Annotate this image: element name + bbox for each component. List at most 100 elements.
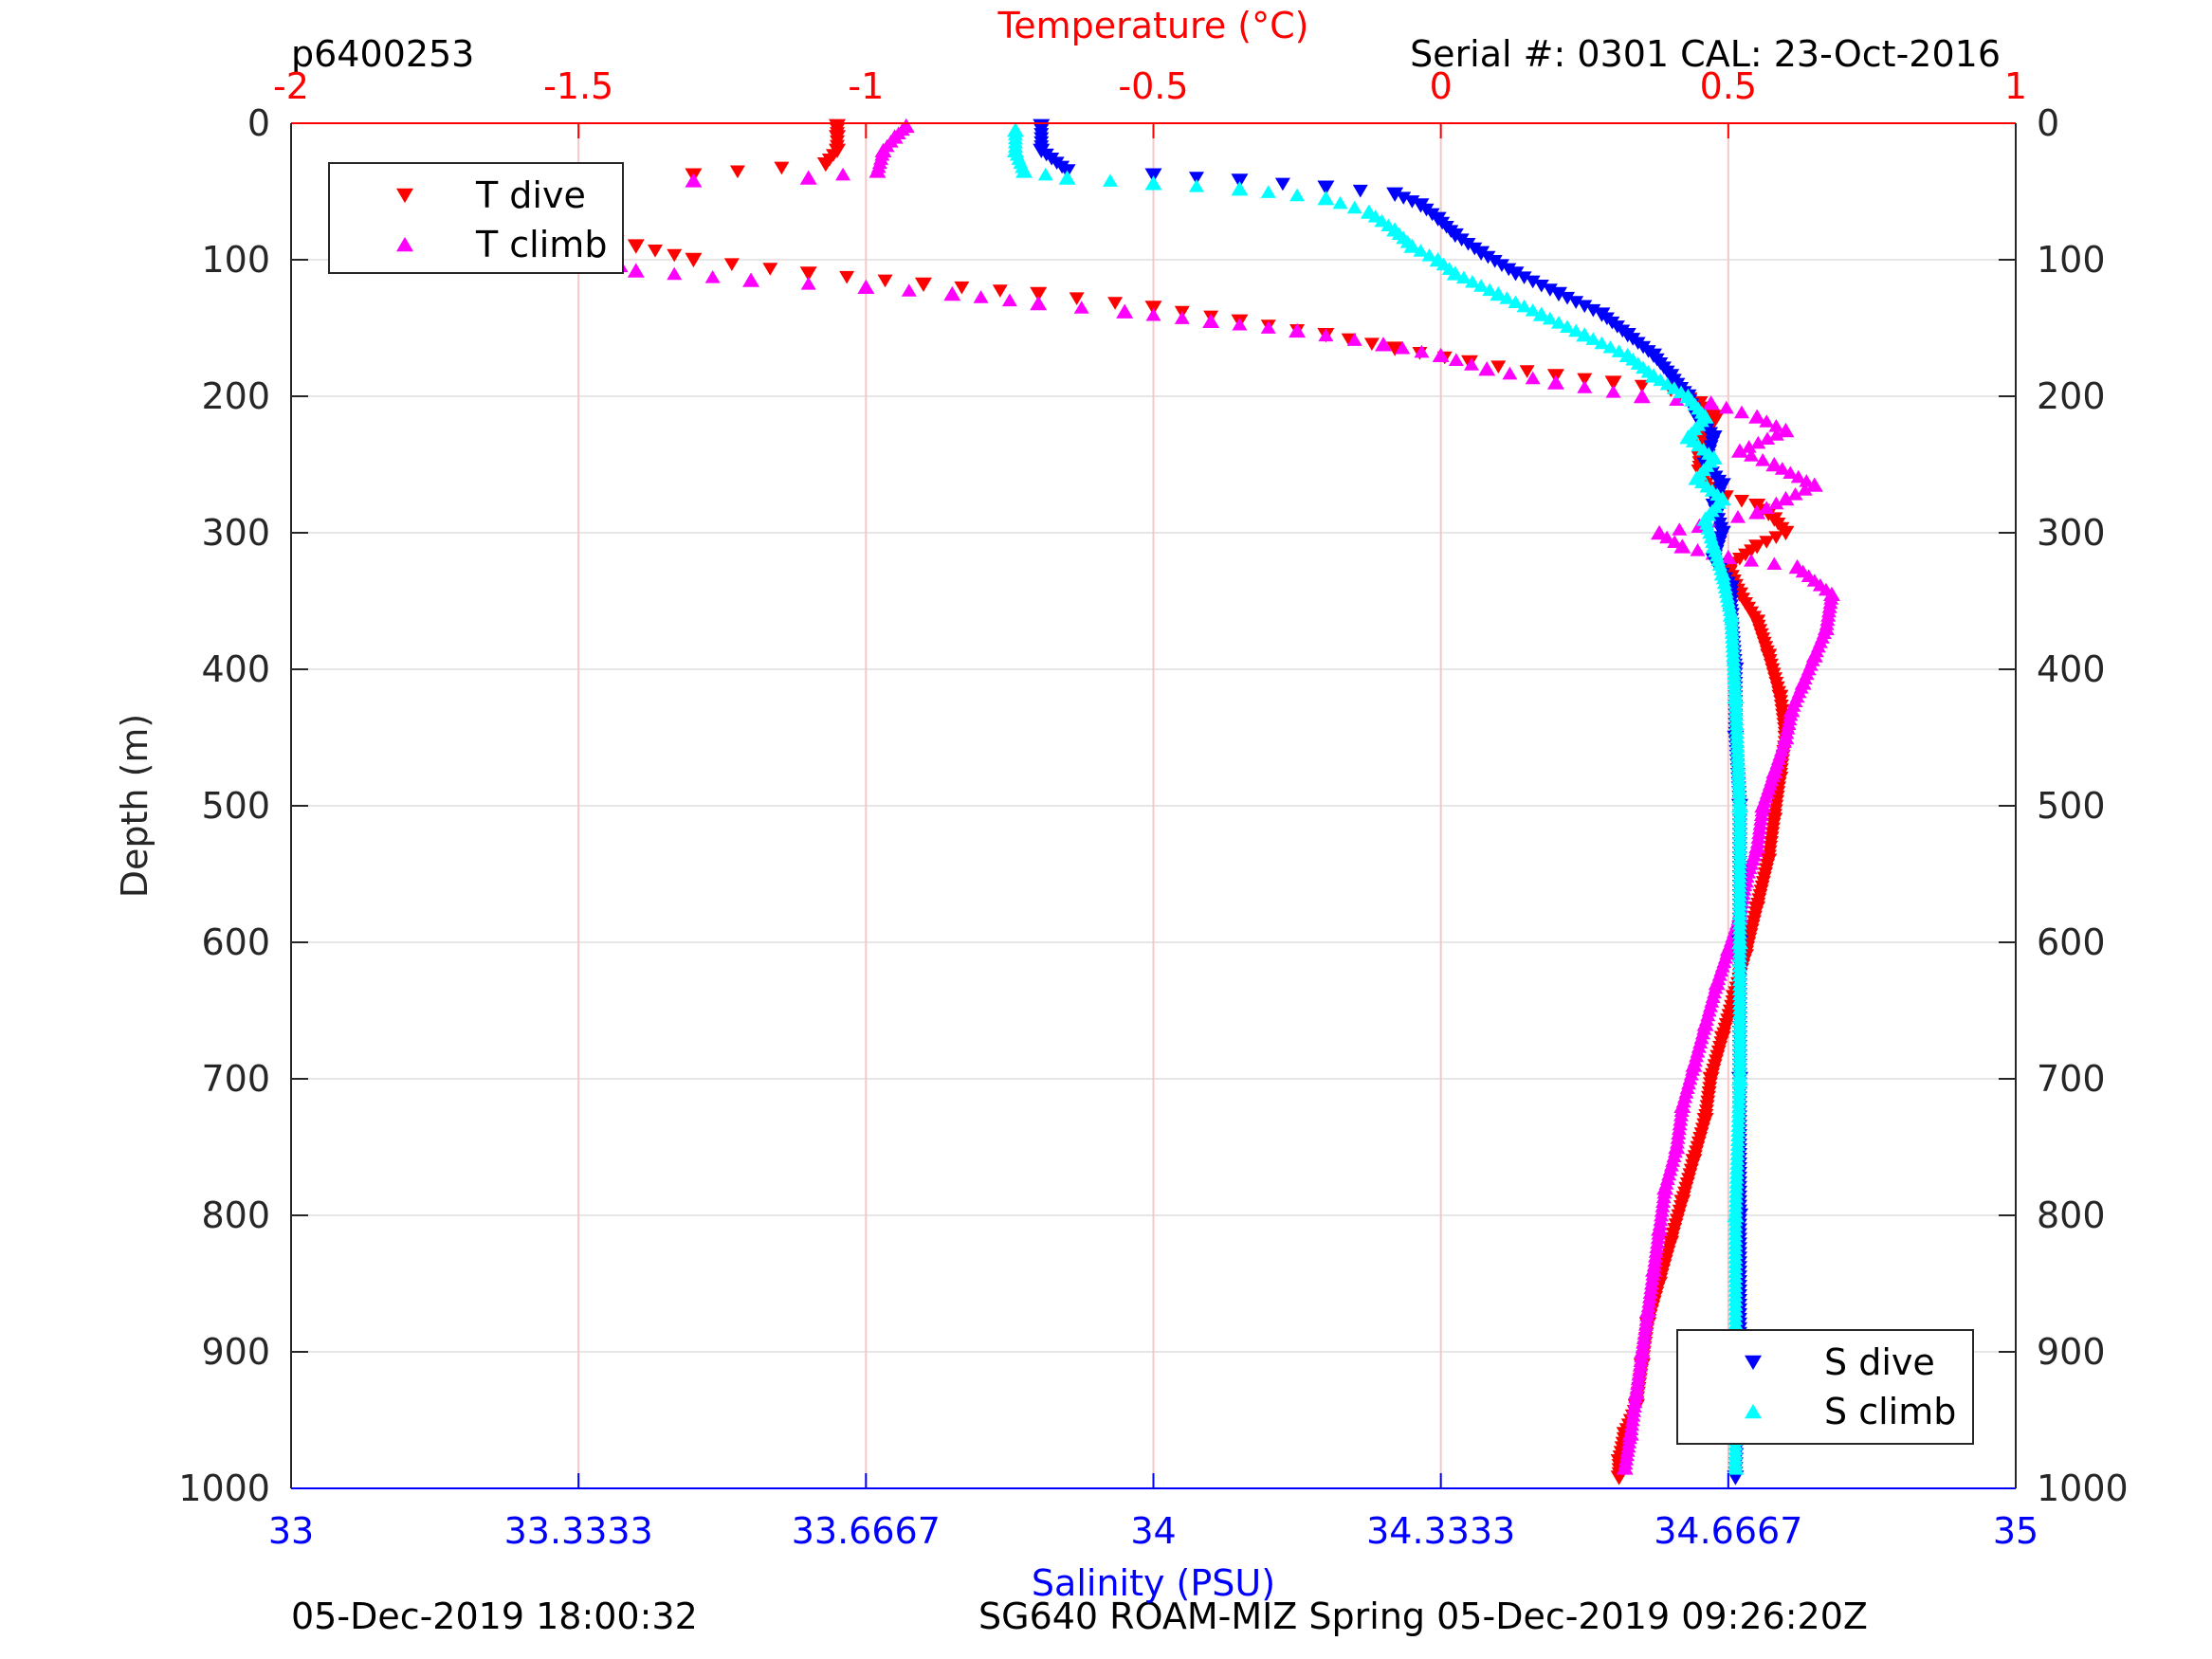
s-dive-marker <box>1585 303 1601 318</box>
t-climb-marker <box>1750 435 1766 449</box>
t-dive-marker <box>648 245 664 258</box>
s-climb-point <box>1058 170 1076 185</box>
t-climb-marker <box>1768 419 1784 432</box>
s-dive-point <box>1386 187 1404 202</box>
s-climb-point <box>1006 122 1024 137</box>
t-climb-point <box>1478 361 1496 376</box>
depth-tick-label-right: 1000 <box>2037 1468 2129 1509</box>
t-dive-point <box>1604 375 1622 391</box>
s-climb-marker <box>1421 248 1437 262</box>
t-dive-point <box>914 277 932 293</box>
salinity-axis-title: Salinity (PSU) <box>1032 1562 1275 1604</box>
t-dive-point <box>816 157 834 173</box>
temperature-axis-title: Temperature (°C) <box>997 5 1309 46</box>
depth-tick-label-right: 100 <box>2037 239 2106 281</box>
t-dive-marker <box>774 161 790 175</box>
s-dive-point <box>1144 168 1162 183</box>
t-climb-marker <box>1718 400 1734 414</box>
s-dive-point <box>1549 286 1567 302</box>
s-dive-marker <box>1493 259 1509 272</box>
t-climb-marker <box>1001 293 1017 307</box>
depth-axis-title: Depth (m) <box>114 714 155 899</box>
footer-mission: SG640 ROAM-MIZ Spring 05-Dec-2019 09:26:… <box>978 1595 1868 1637</box>
salinity-tick-label: 34 <box>1130 1510 1176 1552</box>
temperature-tick-label: -1 <box>848 65 884 107</box>
t-climb-marker <box>1464 357 1480 371</box>
t-climb-point <box>1116 303 1134 319</box>
s-climb-marker <box>1568 323 1584 337</box>
s-climb-marker <box>1346 200 1362 214</box>
t-climb-marker <box>1733 405 1749 419</box>
s-dive-marker <box>1487 255 1503 268</box>
legend-temperature: T dive T climb <box>328 162 624 274</box>
t-climb-marker <box>1448 353 1464 366</box>
s-climb-marker <box>1332 195 1348 210</box>
t-climb-point <box>1633 388 1651 404</box>
s-climb-marker <box>1374 213 1390 228</box>
t-climb-point <box>1730 443 1748 458</box>
t-climb-point <box>1030 295 1048 311</box>
s-climb-marker <box>1560 319 1576 333</box>
s-dive-point <box>1507 266 1525 282</box>
t-dive-marker <box>1634 379 1650 393</box>
t-climb-point <box>1748 504 1766 520</box>
s-climb-marker <box>1666 381 1682 394</box>
legend-layer: T dive T climb S dive S climb <box>328 162 1974 1445</box>
t-climb-marker <box>1790 469 1806 483</box>
depth-tick-label-right: 500 <box>2037 785 2106 827</box>
s-dive-marker <box>1501 263 1517 277</box>
t-climb-point <box>685 173 703 188</box>
t-dive-point <box>799 266 817 282</box>
t-climb-marker <box>667 266 683 281</box>
s-climb-point <box>1618 347 1636 362</box>
legend-label-s-dive: S dive <box>1824 1341 1935 1383</box>
s-climb-marker <box>1653 373 1669 387</box>
depth-tick-label-right: 800 <box>2037 1194 2106 1236</box>
s-climb-point <box>1231 181 1249 196</box>
depth-tick-label-right: 400 <box>2037 648 2106 690</box>
t-climb-marker <box>704 270 721 283</box>
t-climb-marker <box>1744 448 1760 462</box>
s-dive-marker <box>1516 271 1532 284</box>
t-climb-marker <box>1672 522 1688 536</box>
t-climb-point <box>742 272 760 287</box>
depth-tick-label-right: 600 <box>2037 921 2106 963</box>
s-climb-marker <box>1188 179 1204 192</box>
depth-tick-label-right: 900 <box>2037 1331 2106 1373</box>
depth-tick-label-left: 900 <box>201 1331 270 1373</box>
depth-tick-label-left: 100 <box>201 239 270 281</box>
t-climb-marker <box>800 277 816 290</box>
salinity-tick-label: 33 <box>268 1510 314 1552</box>
s-climb-point <box>1144 175 1162 191</box>
t-dive-marker <box>729 165 745 179</box>
s-dive-marker <box>1560 291 1576 305</box>
s-dive-marker <box>1577 300 1593 314</box>
t-dive-point <box>685 252 703 268</box>
t-dive-marker <box>954 281 970 295</box>
t-dive-marker <box>1759 536 1775 549</box>
salinity-tick-label: 34.6667 <box>1654 1510 1802 1552</box>
s-climb-marker <box>1659 376 1675 391</box>
t-climb-marker <box>1755 453 1771 466</box>
t-climb-point <box>1777 490 1795 506</box>
t-climb-point <box>1702 395 1720 410</box>
t-climb-point <box>1788 558 1806 574</box>
temperature-tick-label: -0.5 <box>1118 65 1188 107</box>
s-climb-marker <box>1611 344 1627 357</box>
t-climb-marker <box>1318 328 1334 342</box>
t-dive-marker <box>877 274 893 288</box>
t-climb-marker <box>1145 307 1161 321</box>
s-dive-point <box>1446 228 1464 244</box>
t-dive-marker <box>992 284 1008 298</box>
s-dive-point <box>1472 246 1490 261</box>
t-climb-marker <box>1760 431 1776 446</box>
depth-tick-label-left: 600 <box>201 921 270 963</box>
legend-marker-s-climb <box>1745 1403 1762 1419</box>
t-dive-point <box>1386 341 1404 356</box>
t-climb-marker <box>1525 371 1541 385</box>
t-climb-marker <box>1787 487 1803 501</box>
t-dive-marker <box>1519 365 1535 378</box>
s-climb-marker <box>1516 299 1532 313</box>
s-dive-marker <box>1568 296 1584 309</box>
s-climb-point <box>1360 204 1378 219</box>
